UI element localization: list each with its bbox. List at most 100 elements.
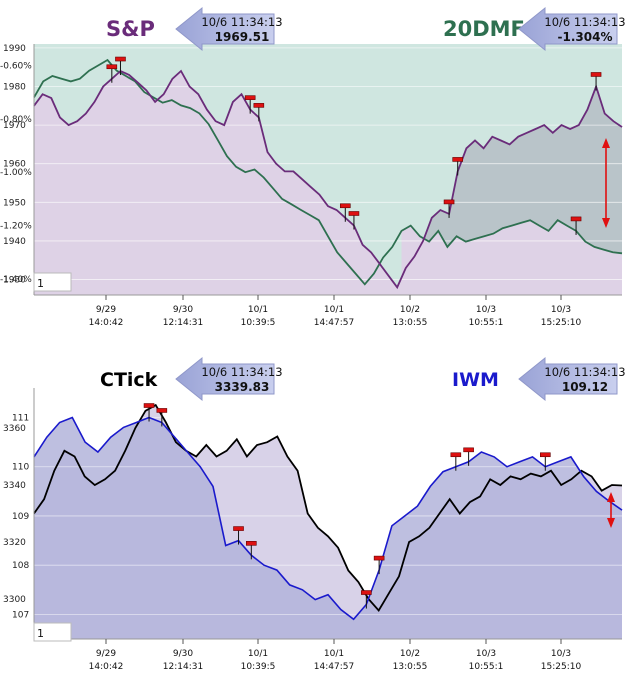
x-tick-time: 14:47:57 (314, 662, 354, 672)
callout-timestamp: 10/6 11:34:13 (201, 15, 282, 29)
signal-marker (115, 56, 126, 62)
divergence-arrow-head-down (602, 218, 610, 228)
signal-marker (361, 590, 372, 595)
iwm-axis: 111 110 109 108 107 (12, 414, 29, 621)
sp-series-label: S&P (106, 17, 155, 41)
callout-arrow-icon (175, 356, 275, 402)
20dmf-callout: 10/6 11:34:13-1.304% (518, 6, 626, 52)
signal-marker (373, 555, 385, 561)
x-tick-date: 10/1 (324, 649, 344, 659)
x-tick-time: 10:55:1 (469, 662, 504, 672)
y-tick-label: 3360 (3, 424, 26, 434)
x-tick-time: 12:14:31 (163, 662, 203, 672)
signal-marker (450, 452, 462, 458)
box-label: 1 (37, 627, 44, 640)
sp-line (33, 69, 623, 290)
percent-tick-label: -0.80% (0, 115, 32, 125)
grid-lines (34, 417, 622, 615)
signal-marker (253, 103, 265, 108)
grid-lines (34, 47, 622, 280)
sp-20dmf-chart: 1990 1980 1970 1960 1950 1940 1930 -0.60% -0.80%… (0, 6, 626, 328)
divergence-arrow-head-up (602, 138, 610, 148)
signal-markers (143, 403, 551, 609)
x-tick-date: 10/3 (476, 649, 496, 659)
signal-marker (233, 526, 244, 531)
signal-marker (463, 447, 474, 453)
callout-arrow-icon (518, 356, 618, 402)
signal-marker (143, 403, 155, 408)
iwm-line (33, 416, 623, 621)
x-tick-date: 9/30 (173, 305, 193, 315)
y-tick-label: 1980 (3, 82, 26, 92)
iwm-tick-label: 109 (12, 512, 29, 522)
x-tick-time: 10:55:1 (469, 318, 504, 328)
x-tick-date: 10/2 (400, 649, 420, 659)
callout-value: 3339.83 (215, 380, 270, 394)
divergence-arrow-head-down (607, 518, 615, 528)
y-tick-label: 3300 (3, 595, 26, 605)
signal-marker (156, 408, 168, 413)
x-tick-date: 10/2 (400, 305, 420, 315)
callout-value: 1969.51 (215, 30, 270, 44)
y-tick-label: 3320 (3, 538, 26, 548)
ctick-line (33, 403, 623, 613)
20dmf-area-fill (401, 220, 622, 295)
signal-markers (106, 56, 602, 235)
20dmf-series-label: 20DMF (443, 17, 525, 41)
x-axis: 9/29 14:0:42 9/30 12:14:31 10/1 10:39:5 10/1 14… (89, 295, 582, 328)
x-tick-time: 13:0:55 (393, 318, 428, 328)
box-label-bg (33, 622, 72, 642)
x-tick-time: 14:0:42 (89, 318, 124, 328)
y-tick-label: 1930 (3, 276, 26, 286)
ctick-iwm-chart: 3360 3340 3320 3300 111 110 109 108 107 1 9/29 14:0… (0, 344, 633, 688)
signal-marker (443, 199, 455, 205)
x-tick-date: 10/3 (551, 649, 571, 659)
x-tick-date: 9/29 (96, 305, 116, 315)
ctick-iwm-chart-svg: 3360 3340 3320 3300 111 110 109 108 107 1 9/29 14:0… (3, 356, 626, 672)
callout-timestamp: 10/6 11:34:13 (544, 365, 625, 379)
x-tick-date: 10/1 (248, 649, 268, 659)
x-tick-date: 9/29 (96, 649, 116, 659)
iwm-tick-label: 111 (12, 414, 29, 424)
y-tick-label: 3340 (3, 481, 26, 491)
x-tick-time: 13:0:55 (393, 662, 428, 672)
signal-marker (570, 216, 582, 222)
iwm-area-fill (34, 417, 622, 639)
y-tick-label: 1940 (3, 237, 26, 247)
x-tick-date: 10/3 (476, 305, 496, 315)
sp-20dmf-chart-svg: 1990 1980 1970 1960 1950 1940 1930 -0.60% -0.80%… (0, 6, 626, 328)
x-tick-date: 10/3 (551, 305, 571, 315)
iwm-tick-label: 108 (12, 561, 29, 571)
x-tick-time: 15:25:10 (541, 662, 582, 672)
callout-value: 109.12 (562, 380, 608, 394)
signal-marker (339, 203, 351, 209)
percent-axis: -0.60% -0.80% -1.00% -1.20% -1.40% (0, 61, 32, 285)
x-tick-time: 10:39:5 (241, 318, 276, 328)
x-tick-time: 14:0:42 (89, 662, 124, 672)
percent-tick-label: -1.40% (0, 275, 32, 285)
signal-marker (348, 211, 360, 216)
iwm-series-label: IWM (452, 369, 499, 391)
callout-value: -1.304% (558, 30, 613, 44)
20dmf-line (33, 58, 623, 286)
x-axis: 9/29 14:0:42 9/30 12:14:31 10/1 10:39:5 10/1 14… (89, 639, 582, 672)
left-axis: 1990 1980 1970 1960 1950 1940 1930 (3, 44, 26, 286)
iwm-tick-label: 107 (12, 610, 29, 620)
signal-marker (246, 541, 257, 546)
callout-timestamp: 10/6 11:34:13 (201, 365, 282, 379)
signal-marker (452, 157, 464, 162)
ctick-series-label: CTick (100, 369, 158, 391)
y-tick-label: 1960 (3, 160, 26, 170)
signal-marker (540, 452, 551, 458)
y-tick-label: 1950 (3, 198, 26, 208)
signal-marker (106, 64, 118, 70)
x-tick-time: 15:25:10 (541, 318, 582, 328)
percent-tick-label: -0.60% (0, 61, 32, 71)
sp-area-fill (34, 71, 406, 295)
divergence-arrow-head-up (607, 492, 615, 502)
y-tick-label: 1970 (3, 121, 26, 131)
x-tick-time: 12:14:31 (163, 318, 203, 328)
x-tick-time: 14:47:57 (314, 318, 354, 328)
percent-tick-label: -1.20% (0, 222, 32, 232)
